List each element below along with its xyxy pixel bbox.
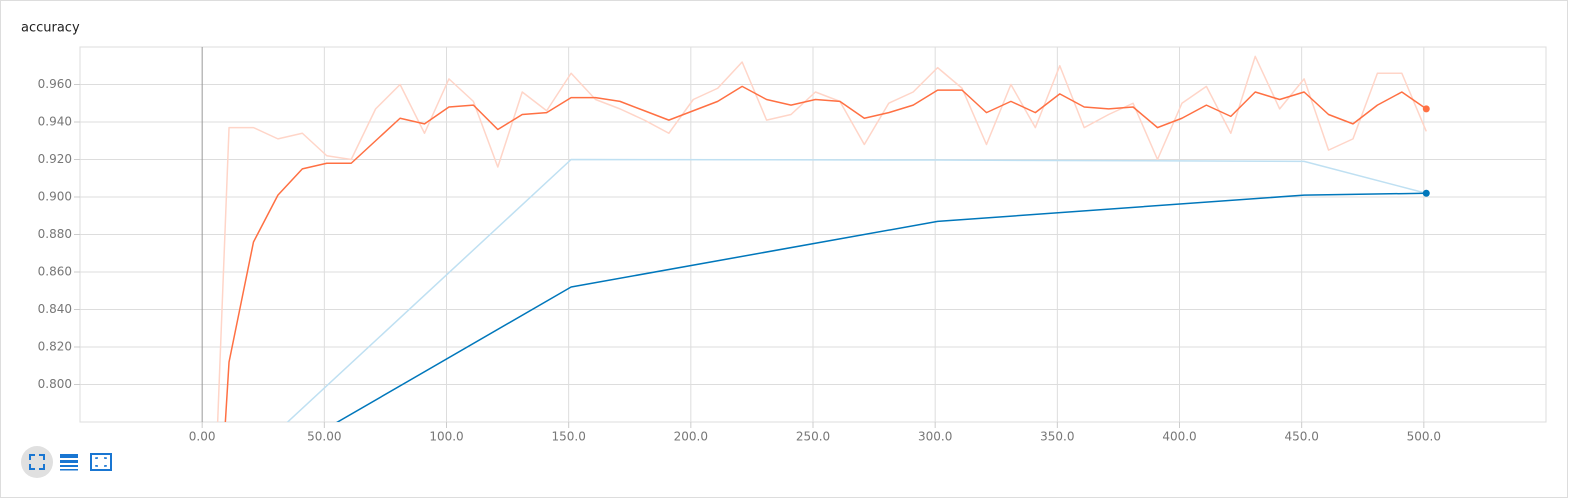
x-tick-label: 400.0 — [1162, 430, 1196, 444]
x-tick-label: 0.00 — [189, 430, 216, 444]
log-scale-button[interactable] — [60, 454, 78, 471]
series-line — [216, 55, 1427, 422]
x-tick-label: 50.00 — [307, 430, 341, 444]
toolbar-button-bg — [21, 446, 53, 478]
y-tick-label: 0.920 — [38, 152, 72, 166]
y-tick-label: 0.860 — [38, 265, 72, 279]
lines — [216, 55, 1430, 422]
series-line — [336, 192, 1427, 422]
y-tick-label: 0.960 — [38, 77, 72, 91]
x-tick-label: 250.0 — [796, 430, 830, 444]
x-tick-label: 200.0 — [674, 430, 708, 444]
y-tick-label: 0.840 — [38, 302, 72, 316]
fit-domain-button[interactable] — [90, 453, 112, 471]
y-tick-label: 0.900 — [38, 190, 72, 204]
end-marker — [1422, 189, 1430, 197]
end-marker — [1422, 105, 1430, 113]
fullscreen-button[interactable] — [29, 454, 45, 470]
y-tick-label: 0.940 — [38, 115, 72, 129]
x-tick-label: 300.0 — [918, 430, 952, 444]
y-tick-label: 0.820 — [38, 340, 72, 354]
grid — [74, 47, 1546, 428]
series-line — [224, 85, 1427, 422]
x-tick-label: 150.0 — [551, 430, 585, 444]
labels: 0.800 0.820 0.840 0.860 0.880 0.900 0.920 0.940… — [38, 77, 1441, 444]
y-tick-label: 0.800 — [38, 377, 72, 391]
x-tick-label: 100.0 — [429, 430, 463, 444]
chart-title: accuracy — [21, 21, 80, 36]
x-tick-label: 500.0 — [1407, 430, 1441, 444]
x-tick-label: 450.0 — [1284, 430, 1318, 444]
toolbar — [21, 446, 112, 478]
series-line — [286, 158, 1427, 422]
x-tick-label: 350.0 — [1040, 430, 1074, 444]
y-tick-label: 0.880 — [38, 227, 72, 241]
